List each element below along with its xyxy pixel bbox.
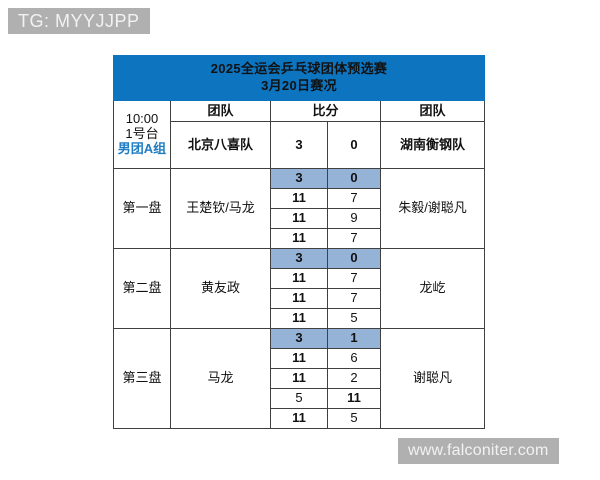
game-3-2-right: 2 (327, 368, 381, 389)
match-label-3: 第三盘 (113, 328, 171, 429)
game-2-1-left: 11 (270, 268, 328, 289)
match-row: 第二盘 黄友政 3 0 龙屹 (113, 248, 485, 329)
game-1-1-left: 11 (270, 188, 328, 209)
tie-score-left: 3 (270, 121, 328, 169)
game-row: 11 5 (114, 308, 485, 329)
game-3-1-right: 6 (327, 348, 381, 369)
game-row: 11 7 (114, 188, 485, 209)
game-2-3-left: 11 (270, 308, 328, 329)
match-sets-right-2: 0 (327, 248, 381, 269)
game-2-3-right: 5 (327, 308, 381, 329)
game-row: 11 5 (114, 408, 485, 429)
game-row: 11 2 (114, 368, 485, 389)
match-player-right-3: 谢聪凡 (380, 328, 485, 429)
tie-score-right: 0 (327, 121, 381, 169)
game-1-3-right: 7 (327, 228, 381, 249)
match-sets-left-3: 3 (270, 328, 328, 349)
match-group: 男团A组 (117, 140, 167, 156)
game-1-1-right: 7 (327, 188, 381, 209)
game-3-1-left: 11 (270, 348, 328, 369)
watermark-bottom: www.falconiter.com (398, 438, 559, 464)
header-team-right: 团队 (380, 100, 485, 122)
header-score: 比分 (270, 100, 381, 122)
game-2-2-right: 7 (327, 288, 381, 309)
tie-team-right: 湖南衡钢队 (380, 121, 485, 169)
game-row: 11 7 (114, 268, 485, 289)
game-3-2-left: 11 (270, 368, 328, 389)
match-player-left-1: 王楚钦/马龙 (170, 168, 271, 249)
game-3-3-left: 5 (270, 388, 328, 409)
match-row: 第三盘 马龙 3 1 谢聪凡 (113, 328, 485, 429)
title-line-2: 3月20日赛况 (261, 78, 337, 93)
game-2-1-right: 7 (327, 268, 381, 289)
match-label-1: 第一盘 (113, 168, 171, 249)
match-time: 10:00 (125, 111, 159, 127)
match-results-table: 2025全运会乒乓球团体预选赛 3月20日赛况 10:00 1号台 男团A组 团队 比分 团队… (113, 55, 485, 429)
match-player-left-3: 马龙 (170, 328, 271, 429)
match-row: 第一盘 王楚钦/马龙 3 0 朱毅/谢聪凡 (113, 168, 485, 249)
match-sets-right-1: 0 (327, 168, 381, 189)
game-1-2-right: 9 (327, 208, 381, 229)
game-3-4-right: 5 (327, 408, 381, 429)
game-2-2-left: 11 (270, 288, 328, 309)
match-label-2: 第二盘 (113, 248, 171, 329)
game-1-2-left: 11 (270, 208, 328, 229)
game-row: 11 7 (114, 228, 485, 249)
match-meta-cell: 10:00 1号台 男团A组 (113, 100, 171, 169)
table-title: 2025全运会乒乓球团体预选赛 3月20日赛况 (113, 55, 485, 101)
game-row: 11 7 (114, 288, 485, 309)
match-player-left-2: 黄友政 (170, 248, 271, 329)
header-team-left: 团队 (170, 100, 271, 122)
game-3-3-right: 11 (327, 388, 381, 409)
match-table-number: 1号台 (125, 126, 159, 142)
match-sets-right-3: 1 (327, 328, 381, 349)
match-sets-left-2: 3 (270, 248, 328, 269)
tie-result-row: 北京八喜队 3 0 湖南衡钢队 (114, 121, 485, 169)
column-header-row: 10:00 1号台 男团A组 团队 比分 团队 (113, 100, 485, 169)
game-row: 5 11 (114, 388, 485, 409)
game-1-3-left: 11 (270, 228, 328, 249)
match-player-right-2: 龙屹 (380, 248, 485, 329)
game-3-4-left: 11 (270, 408, 328, 429)
table-title-row: 2025全运会乒乓球团体预选赛 3月20日赛况 (113, 55, 485, 101)
match-player-right-1: 朱毅/谢聪凡 (380, 168, 485, 249)
title-line-1: 2025全运会乒乓球团体预选赛 (210, 61, 388, 77)
watermark-top: TG: MYYJJPP (8, 8, 150, 34)
tie-team-left: 北京八喜队 (170, 121, 271, 169)
match-sets-left-1: 3 (270, 168, 328, 189)
